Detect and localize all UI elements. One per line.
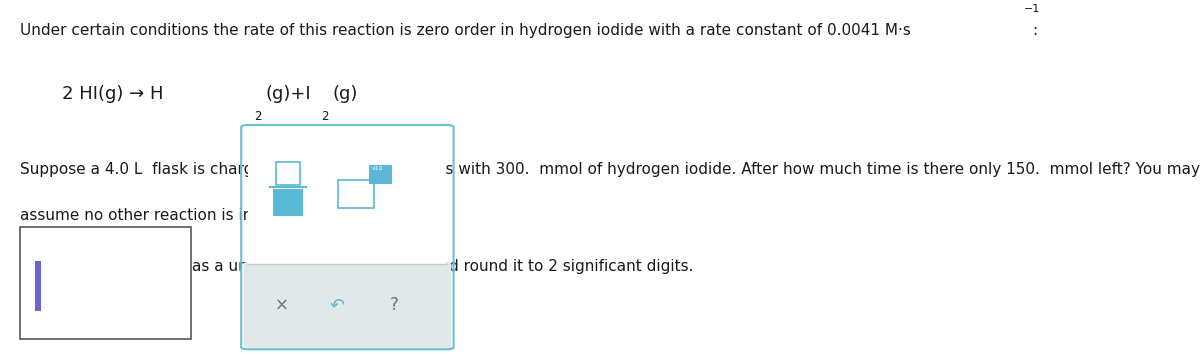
Bar xyxy=(248,127,446,263)
Text: Suppose a 4.0 L  flask is charged under these conditions with 300.  mmol of hydr: Suppose a 4.0 L flask is charged under t… xyxy=(20,162,1200,176)
Text: ?: ? xyxy=(390,296,398,315)
Text: Be sure your answer has a unit symbol, if necessary, and round it to 2 significa: Be sure your answer has a unit symbol, i… xyxy=(20,259,694,274)
Text: Under certain conditions the rate of this reaction is zero order in hydrogen iod: Under certain conditions the rate of thi… xyxy=(20,23,911,38)
Text: 2: 2 xyxy=(254,110,262,123)
Text: −1: −1 xyxy=(1024,4,1040,13)
Bar xyxy=(35,261,41,311)
Bar xyxy=(276,162,300,185)
Text: 2 HI(g) → H: 2 HI(g) → H xyxy=(62,85,164,103)
Text: x10: x10 xyxy=(372,166,383,171)
FancyBboxPatch shape xyxy=(244,262,451,349)
Text: assume no other reaction is important.: assume no other reaction is important. xyxy=(20,208,319,223)
Bar xyxy=(274,191,302,215)
Bar xyxy=(338,180,374,208)
Text: ×: × xyxy=(275,296,289,315)
Text: 2: 2 xyxy=(322,110,329,123)
Bar xyxy=(20,227,191,339)
Text: (g): (g) xyxy=(332,85,358,103)
Bar xyxy=(370,166,391,184)
Text: :: : xyxy=(1032,23,1037,38)
Text: (g)+I: (g)+I xyxy=(265,85,311,103)
Text: ↶: ↶ xyxy=(330,296,346,315)
